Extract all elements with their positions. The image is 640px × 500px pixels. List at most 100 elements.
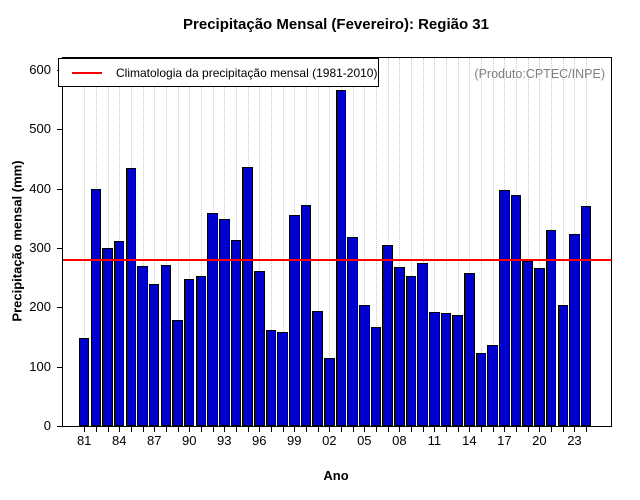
bar-1999 (289, 214, 300, 426)
x-tick-2013 (457, 426, 459, 432)
gridline-2016 (492, 58, 494, 426)
gridline-2011 (434, 58, 436, 426)
gridline-1981 (84, 58, 86, 426)
bar-1995 (242, 167, 253, 426)
gridline-2015 (481, 58, 483, 426)
x-tick-1998 (282, 426, 284, 432)
x-tick-2010 (422, 426, 424, 432)
bar-1984 (113, 240, 125, 426)
x-tick-1984 (119, 426, 121, 432)
x-tick-1986 (142, 426, 144, 432)
x-tick-1982 (95, 426, 97, 432)
x-axis-title: Ano (323, 468, 349, 483)
x-tick-label-02: 02 (322, 433, 337, 448)
legend-box: Climatologia da precipitação mensal (198… (58, 58, 379, 87)
y-tick-0 (57, 426, 63, 427)
climatology-line (63, 258, 611, 261)
bar-2006 (370, 326, 382, 426)
x-tick-label-17: 17 (497, 433, 512, 448)
x-tick-1996 (259, 426, 261, 432)
y-tick-label-500: 500 (29, 121, 51, 137)
gridline-1991 (200, 58, 202, 426)
y-tick-100 (57, 366, 63, 368)
gridline-1988 (165, 58, 167, 426)
x-tick-2020 (539, 426, 541, 432)
x-tick-2021 (551, 426, 553, 432)
gridline-2022 (562, 58, 564, 426)
bar-1989 (172, 320, 183, 426)
x-tick-2007 (387, 426, 389, 432)
bar-2016 (487, 345, 498, 426)
gridline-2006 (376, 58, 377, 426)
gridline-1998 (282, 58, 284, 426)
bar-1988 (160, 264, 172, 426)
x-tick-label-96: 96 (252, 433, 267, 448)
bar-2019 (522, 260, 533, 426)
y-tick-500 (57, 129, 63, 131)
bar-2008 (394, 266, 405, 426)
y-tick-200 (57, 307, 63, 309)
y-tick-label-400: 400 (29, 180, 51, 196)
bar-2003 (335, 90, 347, 426)
gridline-2020 (539, 58, 541, 426)
y-tick-400 (57, 188, 63, 190)
y-tick-300 (57, 247, 63, 249)
x-tick-2005 (364, 426, 366, 432)
bar-1996 (254, 271, 265, 426)
bar-2007 (382, 244, 393, 426)
bar-2022 (557, 304, 568, 426)
bar-1987 (148, 283, 160, 426)
y-tick-label-200: 200 (29, 299, 51, 315)
x-tick-2009 (411, 426, 413, 432)
x-tick-1990 (189, 426, 191, 432)
y-tick-label-300: 300 (29, 239, 51, 255)
gridline-2007 (387, 58, 389, 426)
y-tick-label-600: 600 (29, 61, 51, 77)
legend-line-swatch (72, 71, 102, 74)
bar-2001 (312, 310, 323, 426)
bar-2000 (300, 205, 312, 426)
gridline-2013 (457, 58, 459, 426)
x-tick-label-93: 93 (217, 433, 232, 448)
bar-2023 (569, 233, 580, 426)
x-tick-2006 (376, 426, 377, 432)
watermark-text: (Produto:CPTEC/INPE) (474, 67, 605, 81)
x-tick-label-14: 14 (462, 433, 477, 448)
x-tick-label-99: 99 (287, 433, 302, 448)
bar-1994 (230, 240, 242, 426)
bar-1986 (137, 265, 148, 426)
x-tick-2012 (446, 426, 448, 432)
x-tick-label-20: 20 (532, 433, 547, 448)
x-tick-1985 (130, 426, 132, 432)
x-tick-label-81: 81 (76, 433, 92, 448)
bar-2018 (510, 195, 522, 426)
x-tick-1987 (154, 426, 156, 432)
plot-area: 0 100 200 300 400 500 600 81 84 87 90 93 96 99 02 05 08 1… (29, 57, 612, 448)
x-tick-1981 (84, 426, 86, 432)
bar-1992 (207, 212, 218, 426)
x-tick-1991 (200, 426, 202, 432)
x-tick-label-87: 87 (146, 433, 162, 448)
gridline-2005 (364, 58, 366, 426)
x-tick-2004 (352, 426, 354, 432)
bar-1997 (265, 330, 277, 426)
y-tick-label-100: 100 (29, 358, 51, 374)
x-tick-1995 (247, 426, 249, 432)
gridline-1997 (270, 58, 272, 426)
bar-2004 (347, 237, 358, 426)
gridline-1989 (177, 58, 179, 426)
bar-1985 (125, 168, 137, 426)
chart-title: Precipitação Mensal (Fevereiro): Região … (183, 16, 489, 33)
x-tick-1992 (212, 426, 214, 432)
x-tick-label-84: 84 (111, 433, 127, 448)
bar-1998 (277, 331, 288, 426)
gridline-2019 (527, 58, 529, 426)
gridline-1986 (142, 58, 144, 426)
x-tick-2015 (481, 426, 483, 432)
x-tick-1994 (235, 426, 237, 432)
x-tick-2018 (516, 426, 518, 432)
bar-2005 (359, 304, 370, 426)
x-tick-2024 (586, 426, 588, 432)
bar-2012 (440, 313, 452, 426)
bar-2014 (464, 273, 475, 426)
